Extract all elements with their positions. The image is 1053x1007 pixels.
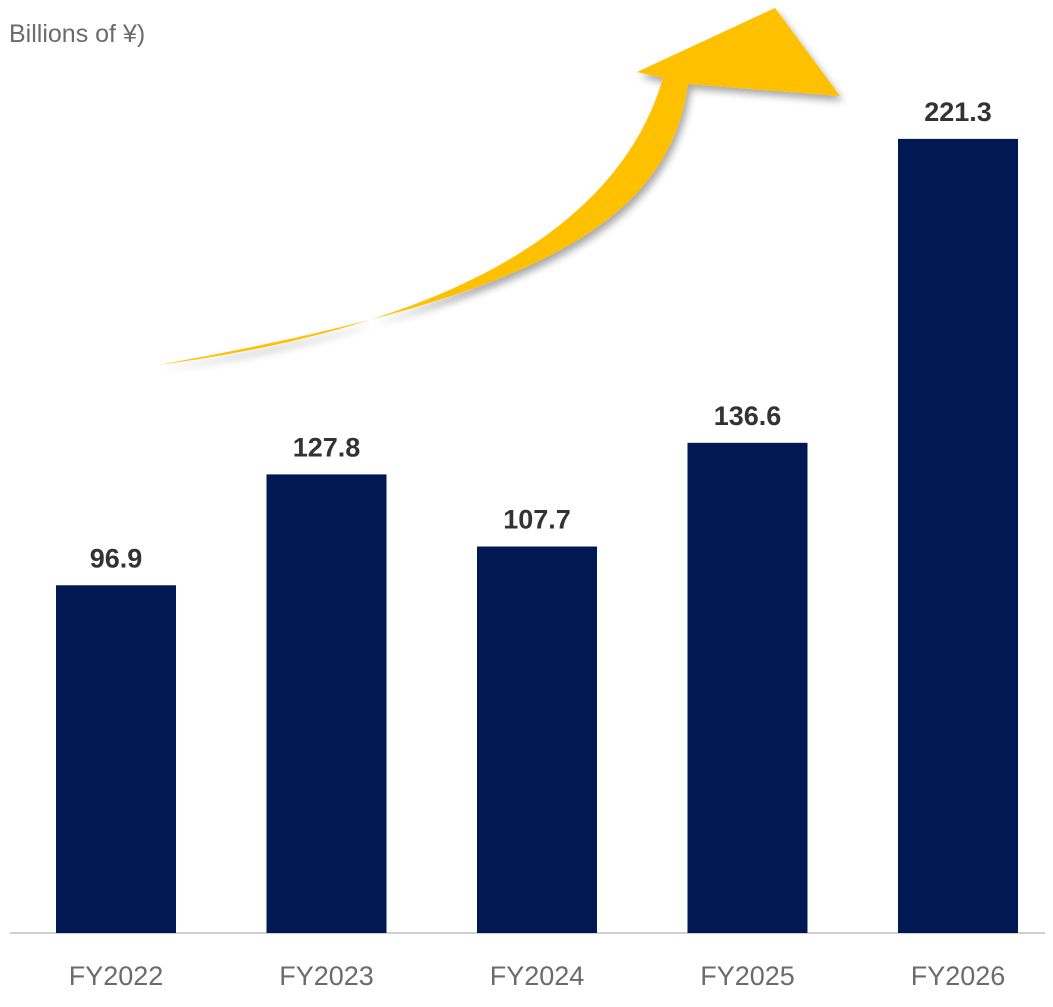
- unit-label: Billions of ¥): [9, 20, 146, 48]
- category-label-fy2022: FY2022: [69, 961, 164, 991]
- bar-fy2025: [687, 442, 808, 933]
- bars-layer: [56, 138, 1018, 933]
- category-labels-layer: FY2022 FY2023 FY2024 FY2025 FY2026: [69, 961, 1006, 991]
- value-label-fy2022: 96.9: [90, 543, 143, 573]
- bar-fy2023: [266, 474, 387, 933]
- category-label-fy2026: FY2026: [911, 961, 1006, 991]
- bar-fy2026: [898, 138, 1018, 933]
- category-label-fy2023: FY2023: [279, 961, 374, 991]
- category-label-fy2025: FY2025: [700, 961, 795, 991]
- value-label-fy2023: 127.8: [293, 432, 361, 462]
- trend-arrow-icon: [158, 8, 840, 365]
- value-label-fy2025: 136.6: [714, 401, 782, 431]
- category-label-fy2024: FY2024: [490, 961, 585, 991]
- value-label-fy2026: 221.3: [924, 97, 992, 127]
- value-labels-layer: 96.9 127.8 107.7 136.6 221.3: [90, 97, 992, 573]
- bar-fy2024: [477, 546, 597, 933]
- value-label-fy2024: 107.7: [503, 505, 571, 535]
- bar-fy2022: [56, 585, 176, 933]
